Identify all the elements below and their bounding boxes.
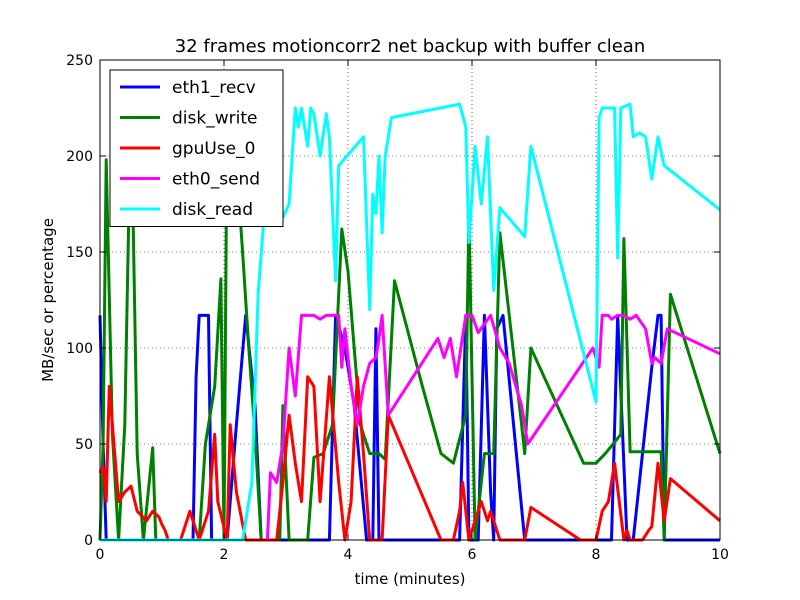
x-tick-label: 4 xyxy=(344,547,353,563)
series-line-gpuUse-0 xyxy=(98,375,721,542)
x-tick-label: 8 xyxy=(592,547,601,563)
legend-label: disk_write xyxy=(172,109,257,129)
x-axis-label: time (minutes) xyxy=(354,570,465,588)
legend-label: eth1_recv xyxy=(172,78,256,98)
y-tick-label: 200 xyxy=(66,149,93,165)
chart-title: 32 frames motioncorr2 net backup with bu… xyxy=(175,36,646,57)
plot-frame xyxy=(99,59,721,541)
legend-label: eth0_send xyxy=(172,170,260,190)
x-tick-label: 2 xyxy=(220,547,229,563)
y-tick-label: 0 xyxy=(84,533,93,549)
legend-label: gpuUse_0 xyxy=(172,139,255,159)
series-line-disk-read xyxy=(100,102,721,542)
y-tick-label: 250 xyxy=(66,53,93,69)
legend-label: disk_read xyxy=(172,200,253,220)
series-line-eth0-send xyxy=(265,313,721,541)
y-axis-label: MB/sec or percentage xyxy=(39,218,57,382)
legend: eth1_recv disk_write gpuUse_0 eth0_senddisk… xyxy=(109,69,284,227)
x-tick-label: 10 xyxy=(711,547,729,563)
y-tick-label: 150 xyxy=(66,245,93,261)
y-tick-label: 100 xyxy=(66,341,93,357)
x-tick-label: 0 xyxy=(96,547,105,563)
series-lines xyxy=(98,96,722,542)
x-tick-label: 6 xyxy=(468,547,477,563)
y-tick-label: 50 xyxy=(75,437,93,453)
